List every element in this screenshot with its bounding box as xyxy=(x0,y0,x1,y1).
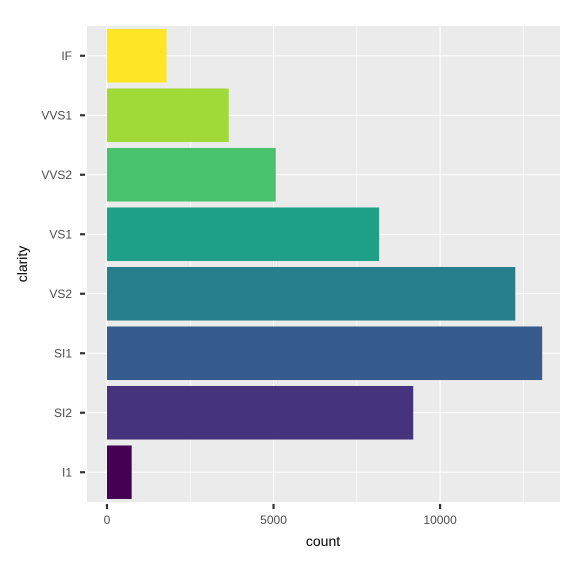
y-tick-label: VVS1 xyxy=(41,108,72,122)
bar-vs2 xyxy=(106,266,516,321)
x-tick-label: 0 xyxy=(104,513,111,527)
bar-vvs2 xyxy=(106,147,276,202)
y-tick-label: VVS2 xyxy=(41,168,72,182)
y-axis-title: clarity xyxy=(14,246,30,283)
bar-i1 xyxy=(106,445,132,500)
x-axis-title: count xyxy=(306,533,340,549)
bar-vvs1 xyxy=(106,88,229,143)
y-tick-label: I1 xyxy=(62,465,72,479)
bar-si2 xyxy=(106,385,414,440)
y-tick-label: SI2 xyxy=(54,406,72,420)
y-tick-label: IF xyxy=(61,49,72,63)
x-axis-ticks: 0 5000 10000 xyxy=(104,504,457,527)
bar-si1 xyxy=(106,326,543,381)
x-tick-label: 5000 xyxy=(260,513,287,527)
y-tick-label: VS2 xyxy=(49,287,72,301)
x-tick-label: 10000 xyxy=(423,513,457,527)
bar-if xyxy=(106,28,167,83)
y-tick-label: VS1 xyxy=(49,227,72,241)
y-tick-label: SI1 xyxy=(54,346,72,360)
bar-vs1 xyxy=(106,207,380,262)
y-axis-ticks: I1 SI2 SI1 VS2 VS1 VVS2 VVS1 IF xyxy=(41,49,85,479)
bar-layer xyxy=(106,28,543,500)
